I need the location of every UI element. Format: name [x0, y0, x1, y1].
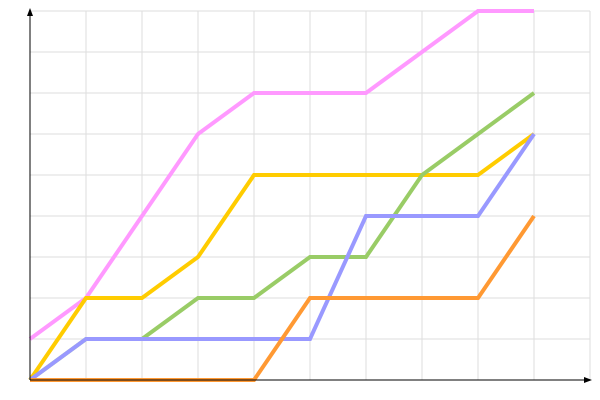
series-line-2: [28, 132, 536, 382]
x-axis-arrow: [584, 377, 592, 383]
series-line-1: [28, 9, 534, 341]
y-axis-arrow: [27, 8, 33, 16]
series-group: [28, 9, 536, 382]
grid: [30, 10, 591, 380]
axes: [27, 8, 592, 383]
